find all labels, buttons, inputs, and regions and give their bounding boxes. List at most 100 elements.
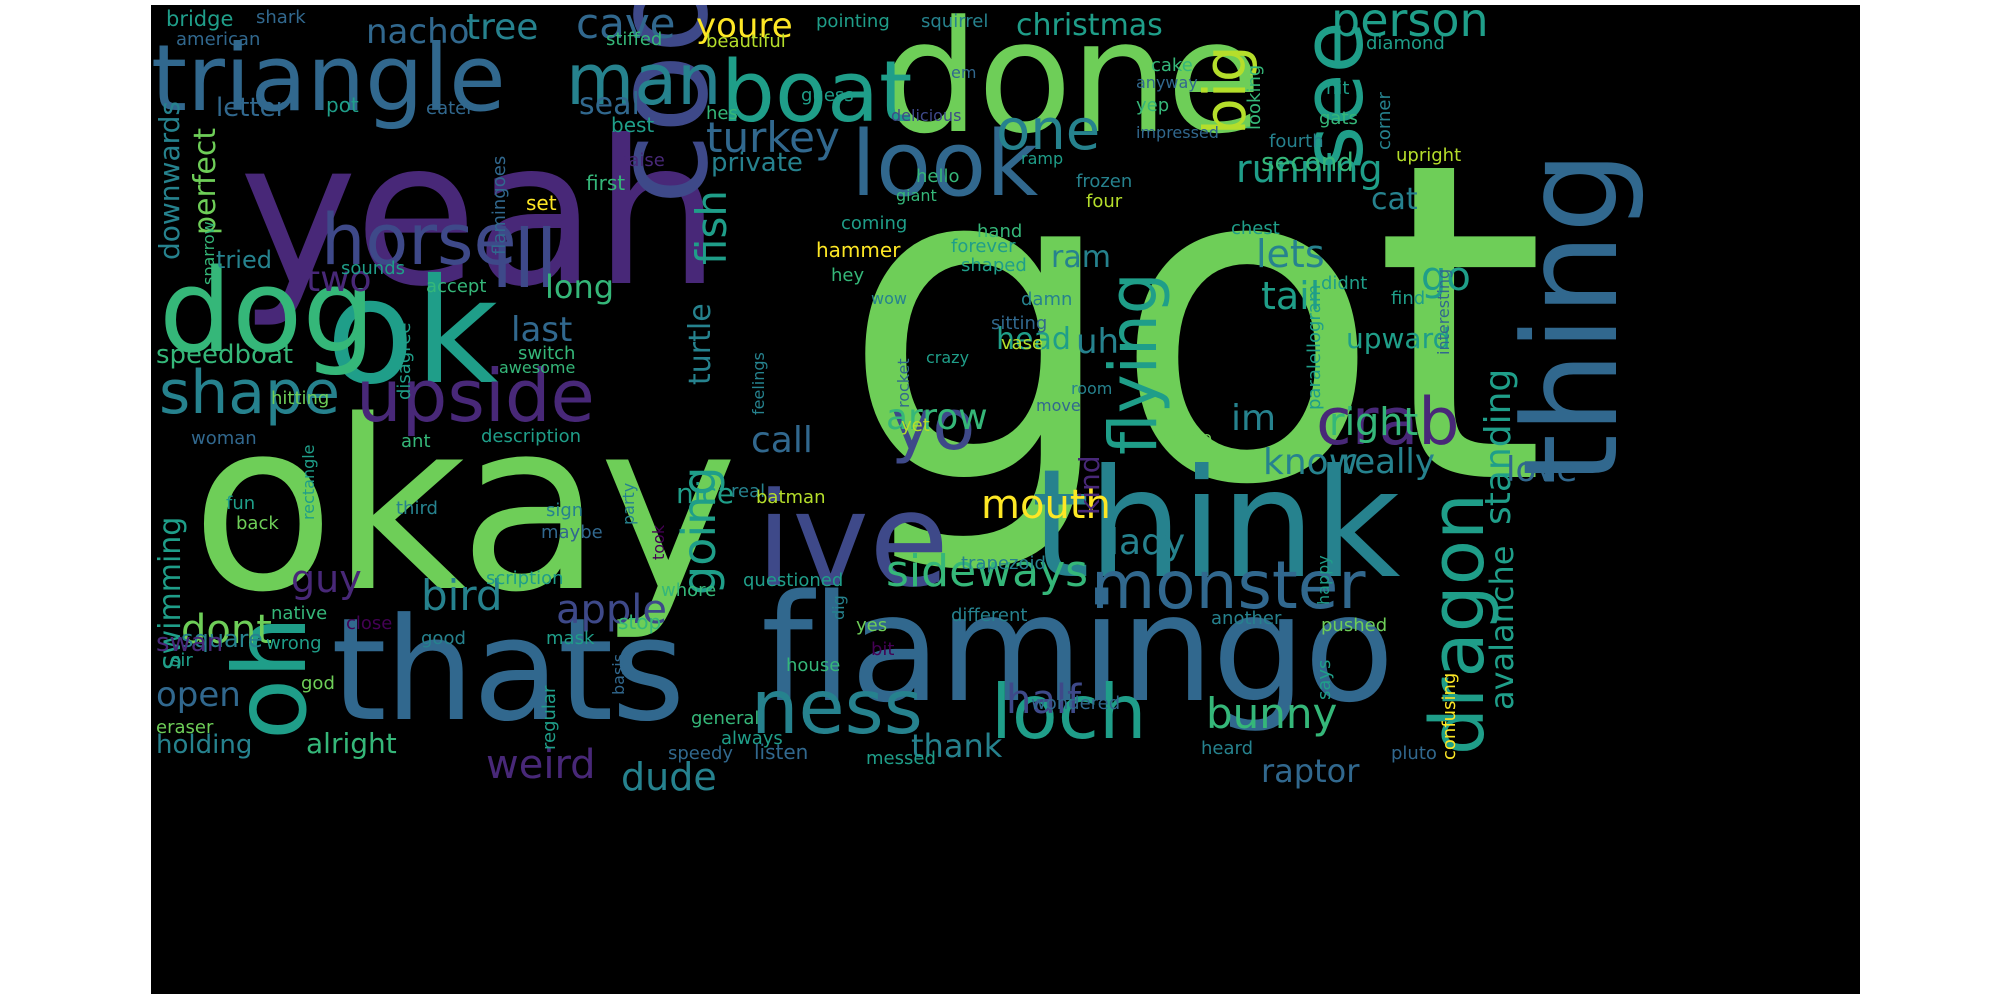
word-yo: yo	[891, 384, 976, 466]
word-fish: fish	[687, 190, 736, 265]
word-american: american	[176, 29, 261, 50]
word-paralellogram: paralellogram	[1304, 284, 1325, 410]
word-accept: accept	[426, 276, 487, 297]
word-speedboat: speedboat	[156, 340, 294, 370]
word-four: four	[1086, 191, 1123, 212]
word-tail: tail	[1261, 274, 1321, 318]
word-hand: hand	[977, 221, 1023, 242]
word-dog: dog	[159, 245, 376, 379]
word-guess: guess	[801, 85, 854, 106]
word-awesome: awesome	[499, 358, 576, 377]
word-arrow: arrow	[886, 397, 988, 438]
word-dig: dig	[829, 595, 848, 620]
word-sitting: sitting	[991, 313, 1048, 334]
word-square: square	[181, 625, 263, 653]
word-heard: heard	[1201, 738, 1254, 759]
word-took: took	[649, 524, 668, 560]
word-rectangle: rectangle	[299, 444, 318, 520]
word-scription: scription	[486, 568, 564, 589]
word-monster: monster	[1091, 547, 1366, 624]
word-mask: mask	[546, 628, 595, 649]
word-switch: switch	[518, 343, 576, 364]
word-confusing: confusing	[1439, 672, 1460, 760]
word-raptor: raptor	[1261, 752, 1360, 790]
word-seal: seal	[579, 87, 640, 122]
word-bunny: bunny	[1206, 689, 1338, 738]
word-pushed: pushed	[1321, 615, 1388, 636]
word-shark: shark	[256, 7, 306, 28]
word-squirrel: squirrel	[921, 11, 989, 32]
word-bridge: bridge	[166, 7, 234, 31]
word-person: person	[1331, 5, 1489, 47]
word-done: done	[881, 5, 1262, 168]
word-upside: upside	[356, 354, 595, 438]
word-set: set	[526, 191, 557, 215]
word-regular: regular	[539, 685, 560, 750]
word-batman: batman	[756, 487, 826, 508]
word-native: native	[271, 603, 328, 624]
word-pluto: pluto	[1391, 743, 1437, 764]
word-sparrow: sparrow	[199, 221, 218, 285]
word-em: em	[951, 63, 977, 82]
word-trapezoid: trapezoid	[961, 553, 1046, 574]
word-vase: vase	[1001, 333, 1044, 354]
word-room: room	[1071, 379, 1113, 398]
word-really: really	[1341, 442, 1435, 482]
word-yet: yet	[901, 415, 930, 436]
word-says: says	[1314, 659, 1335, 700]
word-holding: holding	[156, 730, 253, 760]
word-real: real	[731, 481, 766, 502]
word-best: best	[611, 113, 655, 137]
word-upward: upward	[1346, 322, 1451, 355]
word-uh: uh	[1076, 322, 1120, 362]
word-two: two	[306, 259, 372, 300]
word-third: third	[396, 498, 438, 519]
word-yep: yep	[1136, 95, 1170, 116]
word-gats: gats	[1319, 108, 1358, 129]
word-ant: ant	[401, 431, 431, 452]
word-wrong: wrong	[266, 633, 322, 654]
word-right: right	[1329, 400, 1419, 444]
word-find: find	[1391, 288, 1426, 309]
word-loch: loch	[991, 668, 1147, 756]
word-move: move	[1036, 396, 1081, 415]
word-lets: lets	[1256, 232, 1325, 276]
word-house: house	[786, 655, 841, 676]
word-ill: ill	[491, 213, 558, 306]
word-running: running	[1236, 147, 1383, 191]
word-woman: woman	[191, 428, 257, 449]
word-cave: cave	[576, 5, 676, 48]
word-head: head	[996, 322, 1071, 357]
word-horse: horse	[321, 199, 517, 281]
word-bit: bit	[871, 639, 895, 660]
word-hes: hes	[706, 103, 738, 124]
word-okay: okay	[191, 371, 738, 644]
word-pot: pot	[326, 93, 359, 117]
word-turkey: turkey	[706, 113, 840, 162]
word-love: love	[1506, 450, 1578, 490]
word-yes: yes	[856, 615, 888, 636]
word-thing: thing	[1495, 150, 1647, 485]
word-apple: apple	[556, 587, 668, 633]
word-hey: hey	[831, 265, 865, 286]
word-stiffed: stiffed	[606, 29, 663, 50]
word-thats: thats	[331, 588, 685, 753]
word-cake: cake	[1151, 55, 1193, 76]
word-always: always	[721, 728, 783, 749]
word-boat: boat	[721, 43, 913, 142]
word-didnt: didnt	[1321, 273, 1368, 294]
word-rocket: rocket	[894, 358, 913, 408]
word-ness: ness	[751, 663, 923, 751]
word-cloud: got okay yeah done think flamingo thats …	[151, 5, 1860, 994]
word-ram: ram	[1051, 240, 1111, 275]
word-chest: chest	[1231, 218, 1280, 239]
word-shaped: shaped	[961, 255, 1027, 276]
word-flying: flying	[1095, 272, 1172, 455]
word-wow: wow	[871, 289, 907, 308]
word-damn: damn	[1021, 289, 1073, 310]
word-perfect: perfect	[188, 127, 223, 235]
word-thank: thank	[911, 727, 1003, 765]
word-avalanche: avalanche	[1483, 545, 1521, 711]
word-wondered: wondered	[1031, 693, 1121, 714]
word-ok: ok	[326, 248, 499, 417]
